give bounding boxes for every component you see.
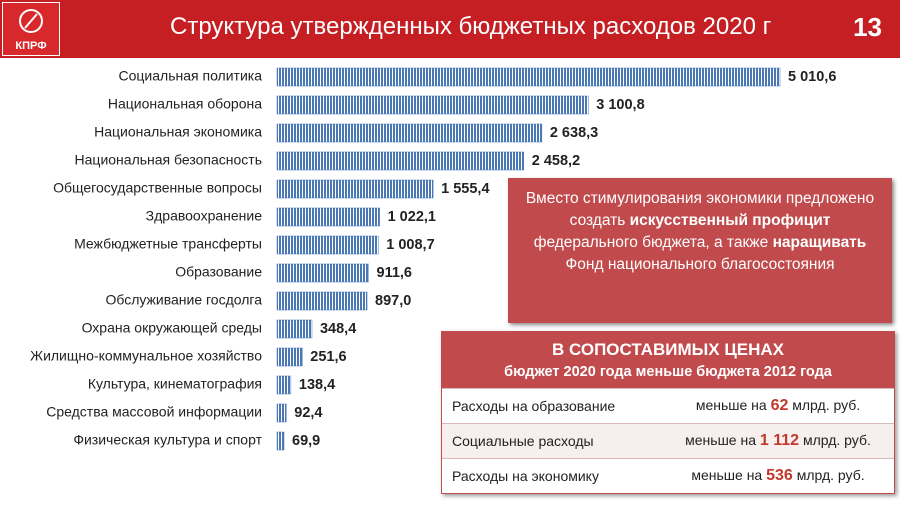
comparison-table: В СОПОСТАВИМЫХ ЦЕНАХ бюджет 2020 года ме… bbox=[441, 331, 895, 494]
table-row: Расходы на экономику меньше на 536 млрд. … bbox=[442, 458, 894, 493]
row-label: Расходы на экономику bbox=[452, 468, 599, 484]
row-amount: 536 bbox=[766, 467, 793, 484]
value-label: 5 010,6 bbox=[788, 69, 836, 85]
row-prefix: меньше на bbox=[685, 432, 757, 448]
value-label: 92,4 bbox=[294, 405, 322, 421]
value-label: 69,9 bbox=[292, 433, 320, 449]
value-label: 1 008,7 bbox=[386, 237, 434, 253]
logo: КПРФ bbox=[2, 2, 60, 56]
category-label: Культура, кинематография bbox=[88, 376, 262, 392]
row-amount: 1 112 bbox=[759, 432, 800, 449]
bar bbox=[276, 151, 525, 171]
row-value: меньше на 62 млрд. руб. bbox=[662, 397, 894, 415]
bar bbox=[276, 95, 589, 115]
row-unit: млрд. руб. bbox=[792, 397, 861, 413]
bar bbox=[276, 375, 292, 395]
bar bbox=[276, 235, 379, 255]
value-label: 1 555,4 bbox=[441, 181, 489, 197]
row-value: меньше на 1 112 млрд. руб. bbox=[662, 432, 894, 450]
row-amount: 62 bbox=[770, 397, 789, 414]
table-subtitle: бюджет 2020 года меньше бюджета 2012 год… bbox=[442, 362, 894, 388]
category-label: Социальная политика bbox=[119, 68, 263, 84]
row-prefix: меньше на bbox=[695, 397, 767, 413]
logo-icon bbox=[19, 9, 43, 33]
category-label: Национальная оборона bbox=[108, 96, 262, 112]
category-label: Средства массовой информации bbox=[46, 404, 262, 420]
bar bbox=[276, 67, 781, 87]
bar bbox=[276, 431, 285, 451]
category-label: Национальная экономика bbox=[94, 124, 262, 140]
category-label: Охрана окружающей среды bbox=[82, 320, 262, 336]
value-label: 251,6 bbox=[310, 349, 346, 365]
page-number: 13 bbox=[853, 12, 882, 42]
row-label: Расходы на образование bbox=[452, 398, 616, 414]
value-label: 3 100,8 bbox=[596, 97, 644, 113]
callout-bold: искусственный профицит bbox=[629, 212, 831, 229]
value-label: 911,6 bbox=[377, 265, 413, 281]
category-label: Физическая культура и спорт bbox=[73, 432, 262, 448]
table-row: Социальные расходы меньше на 1 112 млрд. … bbox=[442, 423, 894, 458]
bar bbox=[276, 403, 287, 423]
slide-title: Структура утвержденных бюджетных расходо… bbox=[170, 13, 772, 40]
callout-text: Вместо стимулирования экономики предложе… bbox=[525, 190, 875, 229]
logo-text: КПРФ bbox=[15, 40, 47, 52]
category-label: Межбюджетные трансферты bbox=[74, 236, 262, 252]
row-prefix: меньше на bbox=[691, 467, 763, 483]
category-label: Обслуживание госдолга bbox=[105, 292, 262, 308]
row-unit: млрд. руб. bbox=[796, 467, 865, 483]
callout-text: Фонд национального благосостояния bbox=[565, 256, 835, 273]
value-label: 2 458,2 bbox=[532, 153, 580, 169]
row-label: Социальные расходы bbox=[452, 433, 594, 449]
header: КПРФ Структура утвержденных бюджетных ра… bbox=[0, 0, 900, 58]
bar bbox=[276, 263, 369, 283]
bar bbox=[276, 319, 313, 339]
bar bbox=[276, 347, 303, 367]
callout-bold: наращивать bbox=[772, 234, 867, 251]
table-row: Расходы на образование меньше на 62 млрд.… bbox=[442, 388, 894, 423]
value-label: 348,4 bbox=[320, 321, 356, 337]
value-label: 2 638,3 bbox=[550, 125, 598, 141]
category-label: Общегосударственные вопросы bbox=[53, 180, 262, 196]
bar bbox=[276, 291, 368, 311]
row-unit: млрд. руб. bbox=[802, 432, 871, 448]
callout-text: федерального бюджета, а также bbox=[533, 234, 773, 251]
value-label: 138,4 bbox=[299, 377, 335, 393]
category-label: Жилищно-коммунальное хозяйство bbox=[30, 348, 262, 364]
value-label: 897,0 bbox=[375, 293, 411, 309]
callout: Вместо стимулирования экономики предложе… bbox=[508, 178, 892, 323]
row-value: меньше на 536 млрд. руб. bbox=[662, 467, 894, 485]
table-title: В СОПОСТАВИМЫХ ЦЕНАХ bbox=[442, 332, 894, 362]
value-label: 1 022,1 bbox=[388, 209, 436, 225]
category-label: Здравоохранение bbox=[146, 208, 263, 224]
bar bbox=[276, 207, 380, 227]
category-label: Национальная безопасность bbox=[75, 152, 262, 168]
bar bbox=[276, 179, 434, 199]
category-label: Образование bbox=[175, 264, 262, 280]
bar bbox=[276, 123, 543, 143]
